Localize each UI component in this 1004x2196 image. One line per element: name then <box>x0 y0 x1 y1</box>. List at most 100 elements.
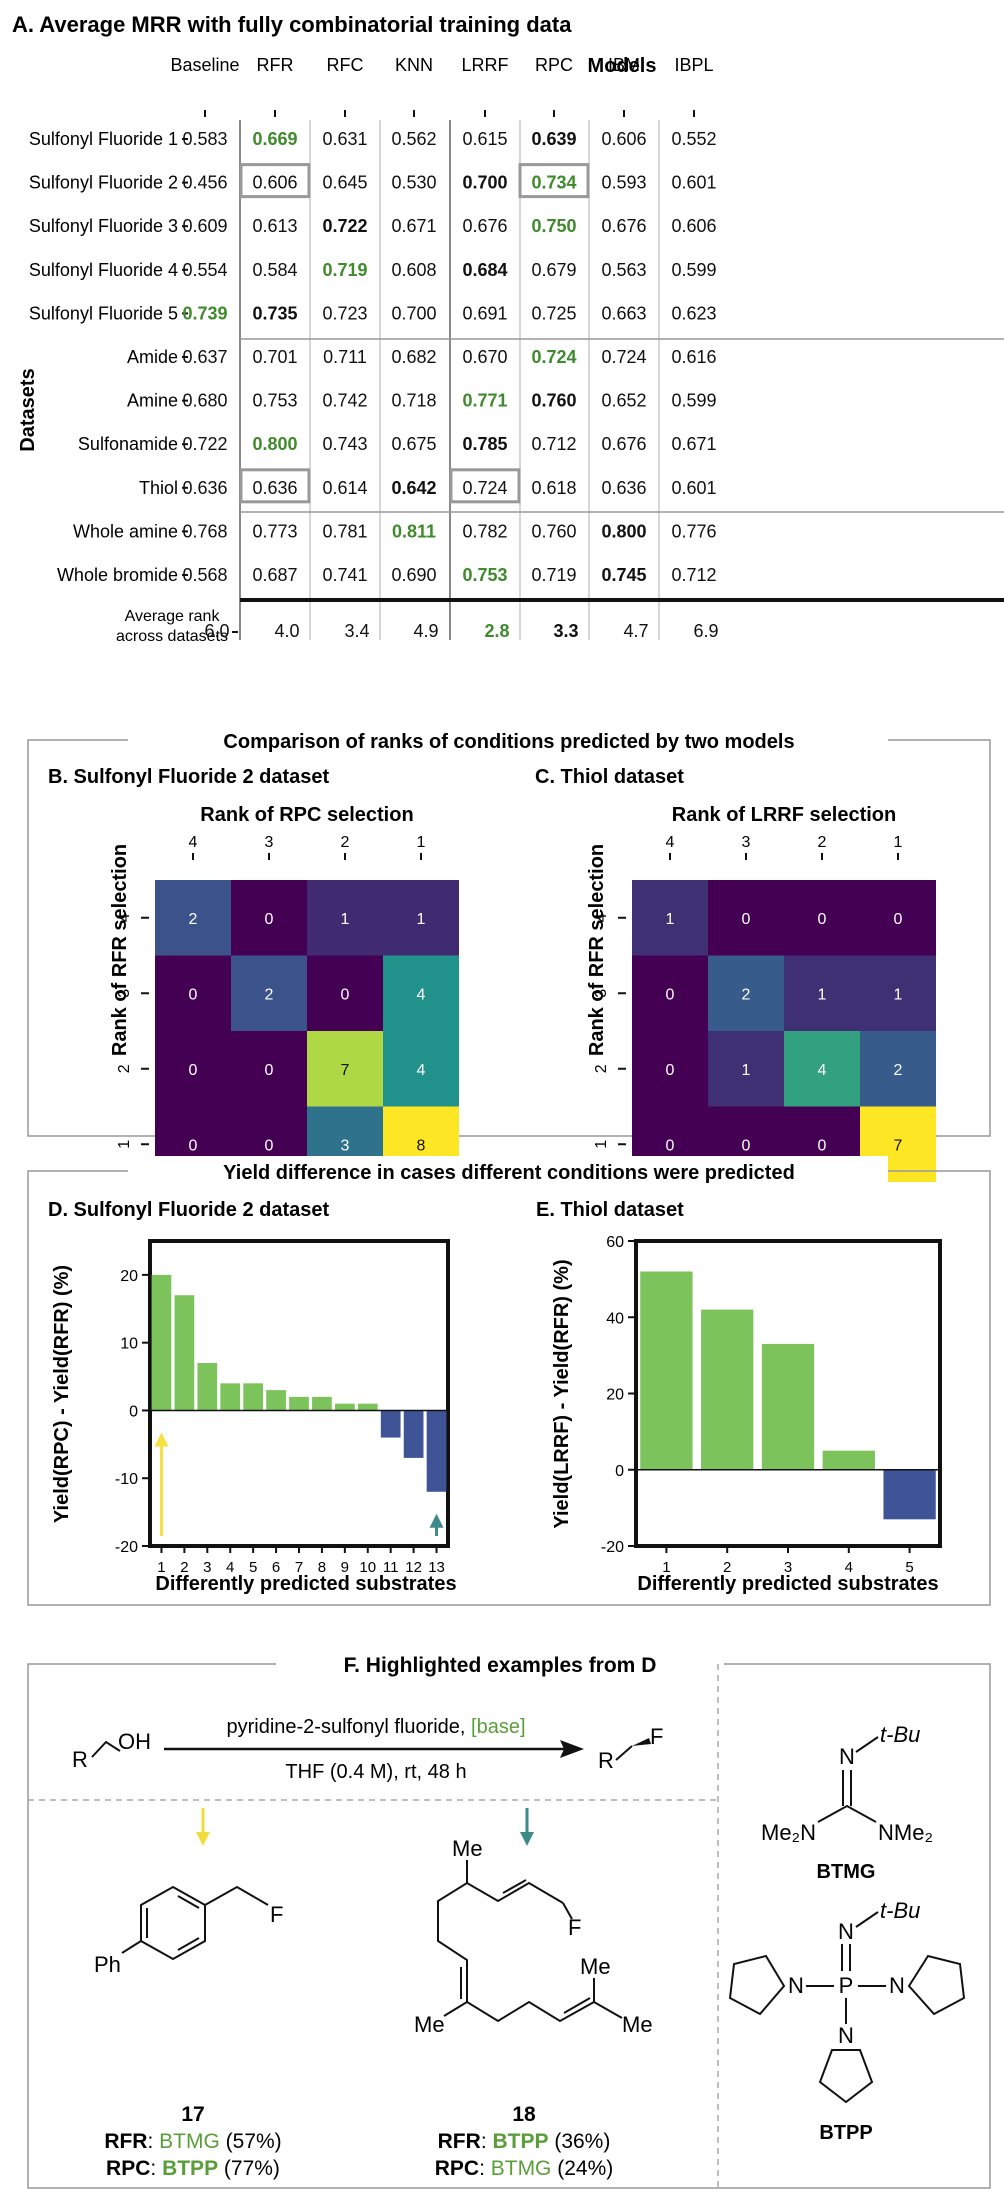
reagent-line: pyridine-2-sulfonyl fluoride, [base] <box>226 1716 525 1738</box>
heatmap-cell <box>860 880 936 956</box>
bar <box>334 1403 355 1411</box>
heatmap-value-label: 3 <box>341 1137 350 1154</box>
heatmap-x-tick-label: 2 <box>341 834 350 851</box>
heatmap-value-label: 0 <box>666 986 675 1003</box>
table-cell: 0.724 <box>462 478 507 498</box>
table-cell: 0.781 <box>322 521 367 541</box>
column-header: Baseline <box>170 55 239 75</box>
row-label: Sulfonyl Fluoride 2 <box>29 173 178 193</box>
table-cell: 0.639 <box>531 129 576 149</box>
btpp-name: BTPP <box>819 2122 872 2144</box>
panel-b-title: B. Sulfonyl Fluoride 2 dataset <box>48 766 329 788</box>
heatmap-value-label: 1 <box>894 986 903 1003</box>
reactant-oh: OH <box>118 1729 151 1754</box>
highlight-box <box>239 468 311 504</box>
column-header: LRRF <box>461 55 508 75</box>
table-cell: 0.680 <box>182 391 227 411</box>
btmg-name: BTMG <box>817 1861 876 1883</box>
table-cell: 0.636 <box>182 478 227 498</box>
compound-17-ring <box>140 1885 206 1961</box>
colon: : <box>147 2130 159 2153</box>
heatmap-value-label: 4 <box>417 1062 426 1079</box>
heatmap-cell <box>307 955 383 1031</box>
table-cell: 0.645 <box>322 173 367 193</box>
table-cell: 0.642 <box>391 478 436 498</box>
rank-cell: 3.3 <box>553 621 578 641</box>
table-cell: 0.711 <box>323 347 367 367</box>
btmg-n-imine: N <box>839 1744 855 1769</box>
pyrrolidine-left <box>728 1954 786 2016</box>
conditions-text: THF (0.4 M), rt, 48 h <box>285 1761 466 1783</box>
table-cell: 0.700 <box>462 173 507 193</box>
heatmap-y-tick-label: 3 <box>116 989 133 998</box>
models-label: Models <box>588 55 657 77</box>
rank-cell: 3.4 <box>344 621 369 641</box>
heatmap-y-tick-label: 2 <box>116 1064 133 1073</box>
table-cell: 0.593 <box>601 173 646 193</box>
y-tick-label: -10 <box>115 1471 138 1488</box>
btmg-tbu-bond <box>855 1736 879 1753</box>
x-tick-label: 3 <box>203 1559 211 1576</box>
heatmap-x-tick-label: 4 <box>189 834 198 851</box>
panel-c-xlabel: Rank of LRRF selection <box>672 804 896 826</box>
panel-bc: Comparison of ranks of conditions predic… <box>27 725 991 1182</box>
table-cell: 0.562 <box>391 129 436 149</box>
compound-17-rpc: RPC: BTPP (77%) <box>106 2157 280 2180</box>
bar <box>174 1295 195 1411</box>
panel-c-ylabel: Rank of RFR selection <box>586 844 608 1056</box>
reactant-r: R <box>72 1747 88 1772</box>
table-cell: 0.568 <box>182 565 227 585</box>
mrr-table: Baseline RFR RFC KNN LRRF RPC IBM IBPL Sulfonyl … <box>29 55 1004 645</box>
product-f: F <box>650 1724 663 1749</box>
table-cell: 0.741 <box>322 565 367 585</box>
table-cell: 0.671 <box>671 434 716 454</box>
compound-17-inner-bonds-2 <box>177 1937 200 1951</box>
table-cell: 0.691 <box>462 303 507 323</box>
x-tick-label: 1 <box>662 1559 670 1576</box>
btmg-nme2: NMe₂ <box>878 1820 933 1845</box>
heatmap-value-label: 1 <box>818 986 827 1003</box>
x-tick-label: 1 <box>157 1559 165 1576</box>
table-cell: 0.623 <box>671 303 716 323</box>
x-tick-label: 2 <box>180 1559 188 1576</box>
table-cell: 0.682 <box>391 347 436 367</box>
table-cell: 0.739 <box>182 303 227 323</box>
column-header: RPC <box>535 55 573 75</box>
btpp-n-imine: N <box>838 1919 854 1944</box>
table-cell: 0.723 <box>322 303 367 323</box>
table-cell: 0.771 <box>462 391 507 411</box>
product-wedge <box>632 1738 651 1746</box>
heatmap-cell <box>307 1031 383 1107</box>
heatmap-value-label: 0 <box>666 1137 675 1154</box>
table-cell: 0.563 <box>601 260 646 280</box>
x-tick-label: 13 <box>428 1559 445 1576</box>
table-cell: 0.606 <box>671 216 716 236</box>
compound-18-f: F <box>568 1915 581 1940</box>
table-cell: 0.584 <box>252 260 297 280</box>
heatmap-cell <box>784 1031 860 1107</box>
compound-17-ph: Ph <box>94 1952 121 1977</box>
heatmap-b: 4 3 2 1 4 3 2 1 2 0 1 1 0 2 0 4 0 0 7 4 0 0 3 8 <box>116 834 459 1182</box>
compound-18-me-mid: Me <box>414 2012 445 2037</box>
panel-a: A. Average MRR with fully combinatorial … <box>12 12 1004 645</box>
panel-de-header: Yield difference in cases different cond… <box>223 1162 795 1184</box>
table-cell: 0.735 <box>252 303 297 323</box>
highlight-arrow-head <box>154 1432 169 1447</box>
heatmap-x-tick-label: 1 <box>417 834 426 851</box>
btpp-structure: N t-Bu P N N N BTPP <box>728 1898 966 2144</box>
panel-de-header-bg <box>128 1156 888 1186</box>
heatmap-value-label: 4 <box>417 986 426 1003</box>
row-label: Whole bromide <box>57 565 178 585</box>
compound-18-double-3 <box>563 1997 591 2014</box>
heatmap-value-label: 0 <box>818 911 827 928</box>
table-cell: 0.601 <box>671 173 716 193</box>
heatmap-cell <box>860 1031 936 1107</box>
rfr-label: RFR <box>438 2130 481 2153</box>
table-cell: 0.700 <box>391 303 436 323</box>
compound-18-ch2f <box>562 1902 573 1920</box>
column-header: RFC <box>327 55 364 75</box>
btpp-tbu-bond <box>855 1911 879 1928</box>
table-cell: 0.690 <box>391 565 436 585</box>
plot-frame <box>148 1239 450 1548</box>
bar <box>426 1410 447 1492</box>
